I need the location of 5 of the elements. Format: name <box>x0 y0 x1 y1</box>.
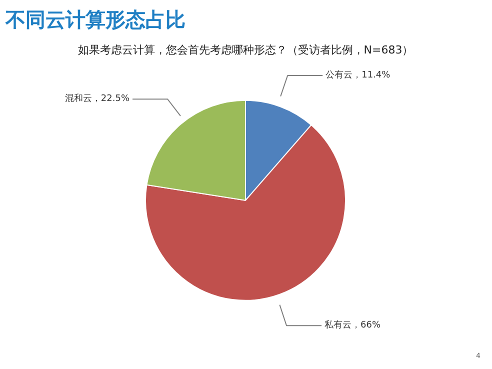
slice-label: 混和云，22.5% <box>64 93 130 104</box>
chart-title: 不同云计算形态占比 <box>4 8 186 32</box>
slice-label: 公有云，11.4% <box>326 70 391 81</box>
chart-subtitle: 如果考虑云计算，您会首先考虑哪种形态？（受访者比例，N=683） <box>78 44 414 56</box>
slice-label: 私有云，66% <box>324 320 381 331</box>
